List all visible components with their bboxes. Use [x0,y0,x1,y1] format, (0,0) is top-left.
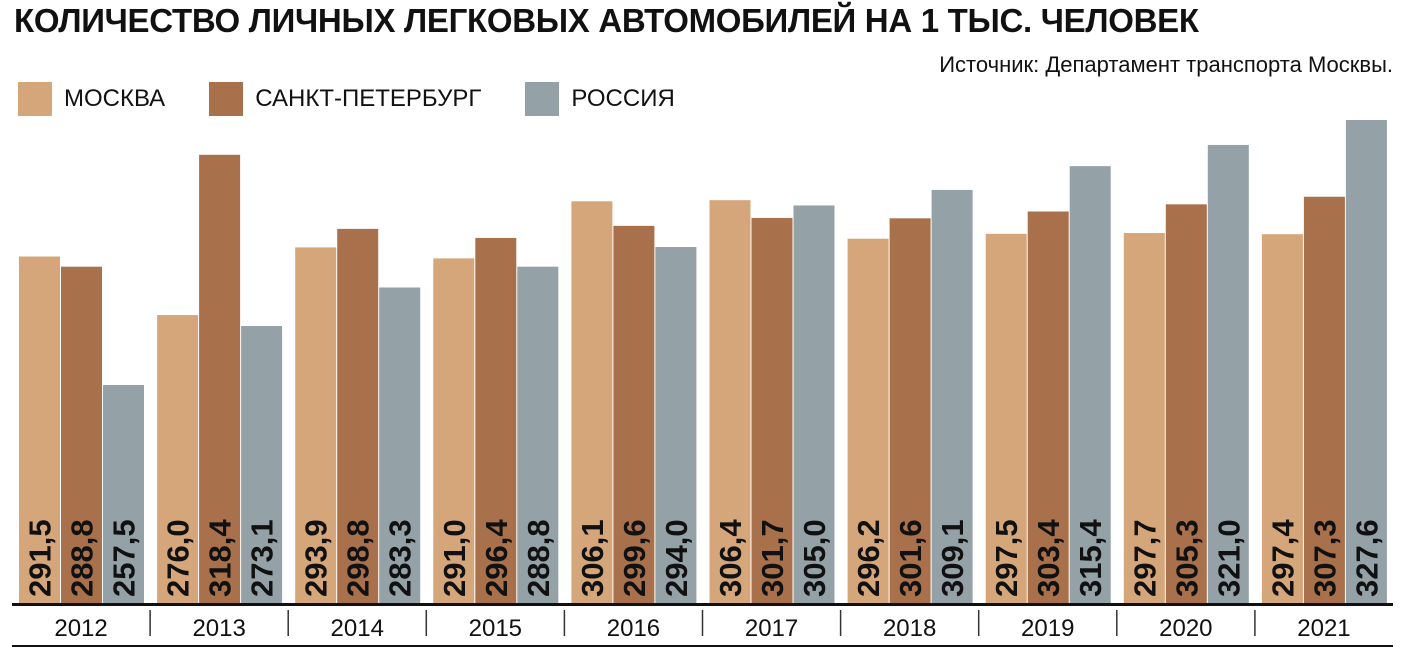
bar-2012-moscow [19,256,60,603]
data-label-2013-0: 276,0 [161,519,196,597]
data-label-2013-2: 273,1 [245,519,280,597]
bar-2019-moscow [985,233,1027,604]
data-label-2015-1: 296,4 [479,519,514,597]
bar-2014-moscow [295,247,337,603]
x-tick-label-2018: 2018 [883,615,936,642]
bar-2021-spb [1303,196,1345,604]
bar-2017-russia [793,205,835,603]
bar-2020-spb [1165,204,1207,604]
data-label-2018-2: 309,1 [935,519,970,597]
bar-2013-spb [199,154,241,603]
data-label-2014-2: 283,3 [383,519,418,597]
data-label-2012-2: 257,5 [107,519,142,597]
data-label-2018-0: 296,2 [851,519,886,597]
bar-2018-spb [889,218,931,603]
data-label-2019-0: 297,5 [989,519,1024,597]
legend-swatch-russia [525,82,560,116]
data-label-2016-0: 306,1 [575,519,610,597]
legend-label-moscow: МОСКВА [64,85,166,112]
legend-label-spb: САНКТ-ПЕТЕРБУРГ [255,85,482,112]
data-label-2020-2: 321,0 [1211,519,1246,597]
bar-2018-russia [931,189,973,603]
bar-2021-russia [1345,120,1387,603]
x-tick-label-2017: 2017 [745,615,798,642]
bar-2016-spb [613,225,655,603]
chart-title: КОЛИЧЕСТВО ЛИЧНЫХ ЛЕГКОВЫХ АВТОМОБИЛЕЙ Н… [14,2,1199,39]
bar-2017-moscow [709,200,751,603]
x-tick-label-2013: 2013 [192,615,245,642]
bar-2019-russia [1069,166,1111,603]
bar-2014-russia [379,287,421,603]
data-label-2012-0: 291,5 [23,519,58,597]
bar-2013-moscow [157,315,199,603]
x-tick-label-2016: 2016 [607,615,660,642]
data-label-2013-1: 318,4 [203,519,238,597]
data-label-2015-0: 291,0 [437,519,472,597]
data-label-2014-1: 298,8 [341,519,376,597]
bar-2014-spb [337,228,379,604]
bar-2015-spb [475,237,517,603]
legend-item-spb: САНКТ-ПЕТЕРБУРГ [209,82,481,116]
bar-2012-russia [103,385,144,603]
data-label-2021-0: 297,4 [1265,519,1300,597]
data-label-2018-1: 301,6 [893,519,928,597]
data-label-2015-2: 288,8 [521,519,556,597]
legend-swatch-spb [209,82,244,116]
bar-2020-moscow [1123,233,1165,603]
data-label-2017-2: 305,0 [797,519,832,597]
bar-2018-moscow [847,238,889,604]
data-label-2016-1: 299,6 [617,519,652,597]
legend: МОСКВА САНКТ-ПЕТЕРБУРГ РОССИЯ [18,82,719,116]
bar-2020-russia [1207,144,1249,603]
bar-2015-russia [517,266,559,603]
legend-item-moscow: МОСКВА [18,82,165,116]
bar-2017-spb [751,217,793,603]
data-label-2019-2: 315,4 [1073,519,1108,597]
legend-swatch-moscow [18,82,52,116]
source-note: Источник: Департамент транспорта Москвы. [939,52,1393,77]
data-label-2020-1: 305,3 [1169,519,1204,597]
x-tick-label-2021: 2021 [1297,615,1350,642]
x-tick-label-2019: 2019 [1021,615,1074,642]
data-label-2014-0: 293,9 [299,519,334,597]
data-label-2021-1: 307,3 [1307,519,1342,597]
bar-2012-spb [61,266,102,603]
data-label-2020-0: 297,7 [1127,519,1162,597]
x-tick-label-2014: 2014 [331,615,384,642]
data-label-2016-2: 294,0 [659,519,694,597]
bar-2015-moscow [433,258,475,603]
x-tick-label-2012: 2012 [54,615,107,642]
data-label-2021-2: 327,6 [1349,519,1384,597]
legend-label-russia: РОССИЯ [571,85,675,112]
data-label-2019-1: 303,4 [1031,519,1066,597]
bar-2021-moscow [1261,234,1303,604]
bar-2019-spb [1027,211,1069,604]
data-label-2012-1: 288,8 [65,519,100,597]
x-tick-label-2015: 2015 [469,615,522,642]
x-tick-label-2020: 2020 [1159,615,1212,642]
legend-item-russia: РОССИЯ [525,82,675,116]
data-label-2017-0: 306,4 [713,519,748,597]
bar-2016-russia [655,247,697,603]
data-label-2017-1: 301,7 [755,519,790,597]
bar-2013-russia [241,326,283,603]
bar-2016-moscow [571,201,613,604]
